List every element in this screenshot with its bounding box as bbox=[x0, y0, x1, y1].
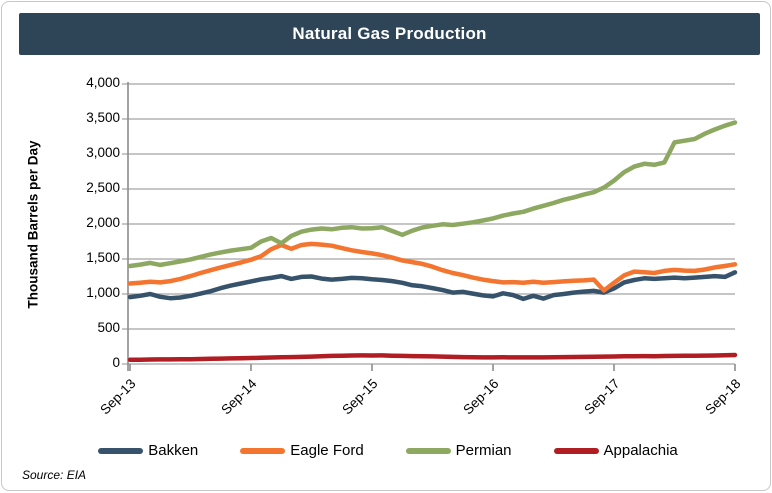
series-line-appalachia bbox=[127, 352, 738, 363]
legend-swatch-appalachia bbox=[553, 447, 599, 454]
y-tick-label: 2,500 bbox=[86, 180, 120, 195]
y-axis-title: Thousand Barrels per Day bbox=[25, 140, 41, 309]
y-tick-label: 3,000 bbox=[86, 145, 120, 160]
legend-label: Permian bbox=[455, 442, 512, 459]
y-tick-label: 2,000 bbox=[86, 215, 120, 230]
y-tick-label: 0 bbox=[112, 355, 120, 370]
legend-label: Appalachia bbox=[603, 442, 678, 459]
legend-item-appalachia: Appalachia bbox=[553, 442, 678, 459]
legend-swatch-eagle-ford bbox=[240, 447, 286, 454]
y-tick-label: 500 bbox=[97, 320, 120, 335]
chart-title-bar: Natural Gas Production bbox=[19, 13, 760, 55]
legend-label: Eagle Ford bbox=[290, 442, 364, 459]
legend-item-eagle-ford: Eagle Ford bbox=[240, 442, 364, 459]
legend-swatch-permian bbox=[405, 447, 451, 454]
y-tick-label: 1,500 bbox=[86, 250, 120, 265]
series-line-permian bbox=[127, 120, 738, 269]
y-tick-label: 4,000 bbox=[86, 75, 120, 90]
chart-legend: Bakken Eagle Ford Permian Appalachia bbox=[2, 442, 770, 459]
source-note: Source: EIA bbox=[22, 468, 87, 482]
y-tick-label: 1,000 bbox=[86, 285, 120, 300]
y-tick-label: 3,500 bbox=[86, 110, 120, 125]
series-line-eagle-ford bbox=[127, 241, 738, 293]
legend-item-bakken: Bakken bbox=[98, 442, 198, 459]
legend-swatch-bakken bbox=[98, 447, 144, 454]
series-line-bakken bbox=[127, 270, 738, 302]
legend-label: Bakken bbox=[148, 442, 199, 459]
legend-item-permian: Permian bbox=[405, 442, 512, 459]
chart-title: Natural Gas Production bbox=[292, 24, 487, 43]
